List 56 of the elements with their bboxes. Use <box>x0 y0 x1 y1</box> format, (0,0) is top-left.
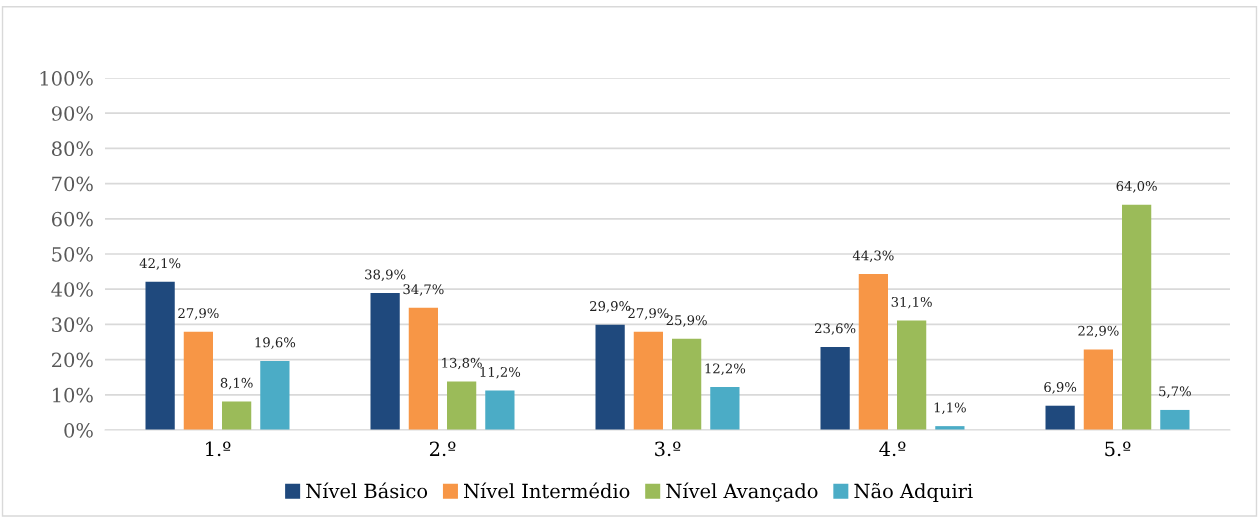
bar <box>1160 409 1190 430</box>
legend-label: Nível Básico <box>306 482 428 499</box>
data-label: 19,6% <box>255 337 296 349</box>
bar <box>820 346 850 430</box>
y-tick-label: 40% <box>51 282 93 297</box>
bar <box>1083 349 1113 430</box>
bar <box>260 361 290 430</box>
y-tick-label: 90% <box>51 106 93 121</box>
bar <box>633 331 663 430</box>
bar <box>145 281 175 430</box>
data-label: 13,8% <box>442 357 482 370</box>
y-tick-label: 10% <box>53 387 93 403</box>
bar <box>1045 405 1075 430</box>
bar <box>858 274 888 430</box>
bar <box>183 331 213 430</box>
data-label: 38,9% <box>365 269 406 282</box>
data-label: 11,2% <box>480 366 521 379</box>
y-tick-label: 0% <box>64 422 93 438</box>
legend-label: Não Adquiri <box>854 482 973 503</box>
data-label: 22,9% <box>1078 325 1119 338</box>
y-tick-label: 80% <box>51 141 93 157</box>
data-label: 31,1% <box>891 296 932 309</box>
y-tick-label: 100% <box>40 70 93 86</box>
bar <box>485 390 515 430</box>
bar <box>408 307 438 430</box>
bar <box>222 401 252 430</box>
y-tick-label: 50% <box>52 246 93 262</box>
data-label: 64,0% <box>1116 181 1157 193</box>
x-tick-label: 3.º <box>655 441 681 457</box>
y-tick-label: 60% <box>51 211 93 227</box>
data-label: 5,7% <box>1159 386 1191 398</box>
legend-label: Nível Avançado <box>666 482 818 502</box>
bar <box>710 387 740 430</box>
y-tick-label: 70% <box>52 176 93 192</box>
bar <box>897 320 927 430</box>
data-label: 44,3% <box>852 250 894 263</box>
data-label: 42,1% <box>139 258 181 270</box>
data-label: 34,7% <box>403 284 444 296</box>
bar <box>1122 204 1152 430</box>
bar <box>672 338 702 430</box>
data-label: 1,1% <box>934 402 966 415</box>
y-tick-label: 30% <box>52 317 93 333</box>
data-label: 6,9% <box>1044 382 1077 394</box>
x-tick-label: 5.º <box>1105 441 1131 457</box>
y-tick-label: 20% <box>51 352 93 368</box>
data-label: 12,2% <box>705 363 746 375</box>
x-tick-label: 4.º <box>879 441 906 457</box>
data-label: 27,9% <box>178 308 219 320</box>
bar <box>595 324 625 430</box>
data-label: 23,6% <box>815 323 856 335</box>
legend-label: Nível Intermédio <box>464 482 630 499</box>
bar <box>447 381 477 430</box>
data-label: 8,1% <box>220 377 253 390</box>
bar <box>370 293 400 430</box>
x-tick-label: 1.º <box>206 441 231 457</box>
x-tick-label: 2.º <box>429 441 456 457</box>
